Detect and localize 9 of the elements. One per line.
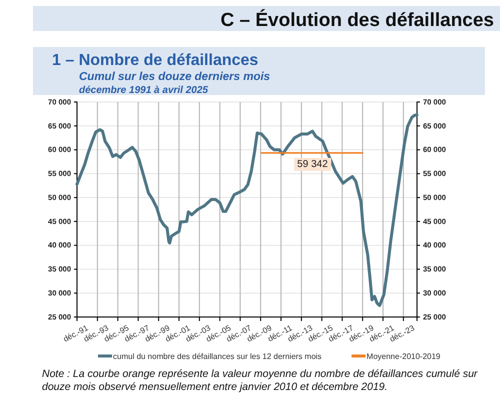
text: décembre 1991 à avril 2025 xyxy=(79,85,208,96)
text: C – Évolution des défaillances xyxy=(220,9,494,31)
text: Note : La courbe orange représente la valeur moyenne du nombre de défaillances cumulé sur douze mois observé mensuellement entre janvier 2010 et décembre 2019. xyxy=(42,368,478,393)
chart-title: 1 – Nombre de défaillances xyxy=(52,52,258,69)
line-series xyxy=(76,113,418,308)
legend-label: Moyenne-2010-2019 xyxy=(366,352,441,361)
annotation: 59 342 xyxy=(297,158,328,170)
legend-label: cumul du nombre des défaillances sur les 12 derniers mois xyxy=(113,352,322,361)
chart-subtitle: Cumul sur les douze derniers mois xyxy=(79,71,270,83)
